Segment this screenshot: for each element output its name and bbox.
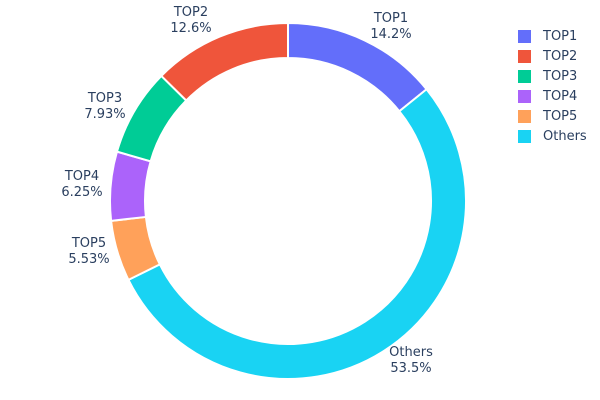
- legend-item-others[interactable]: Others: [518, 126, 587, 146]
- pie-slice-top2[interactable]: [160, 22, 289, 102]
- slice-label-name: TOP3: [87, 91, 123, 106]
- legend-item-top1[interactable]: TOP1: [518, 26, 587, 46]
- slice-label-percent: 6.25%: [61, 185, 103, 200]
- slice-label-top3: TOP3 7.93%: [84, 91, 125, 123]
- legend-item-top4[interactable]: TOP4: [518, 86, 587, 106]
- slice-label-name: TOP1: [373, 11, 409, 26]
- pie-slice-top4[interactable]: [109, 150, 152, 222]
- legend-label: TOP5: [543, 108, 578, 124]
- legend-item-top3[interactable]: TOP3: [518, 66, 587, 86]
- legend-label: Others: [543, 128, 587, 144]
- slice-label-name: Others: [389, 345, 433, 360]
- legend-swatch-icon: [518, 49, 531, 63]
- slice-label-percent: 7.93%: [84, 107, 126, 122]
- slice-label-name: TOP5: [71, 236, 107, 251]
- legend-swatch-icon: [518, 109, 531, 123]
- slice-label-top1: TOP1 14.2%: [370, 11, 411, 43]
- slice-label-name: TOP2: [173, 5, 209, 20]
- slice-label-top5: TOP5 5.53%: [68, 236, 109, 268]
- slice-label-top2: TOP2 12.6%: [170, 5, 211, 37]
- slice-label-percent: 5.53%: [68, 252, 110, 267]
- legend-label: TOP2: [543, 48, 578, 64]
- legend-label: TOP1: [543, 28, 578, 44]
- legend-swatch-icon: [518, 129, 531, 143]
- legend-label: TOP4: [543, 88, 578, 104]
- slice-label-percent: 53.5%: [390, 361, 432, 376]
- slice-label-others: Others 53.5%: [389, 345, 433, 377]
- slice-label-top4: TOP4 6.25%: [61, 169, 102, 201]
- legend-item-top2[interactable]: TOP2: [518, 46, 587, 66]
- legend-swatch-icon: [518, 69, 531, 83]
- legend-label: TOP3: [543, 68, 578, 84]
- slice-label-percent: 14.2%: [370, 27, 412, 42]
- slice-label-name: TOP4: [64, 169, 100, 184]
- legend-swatch-icon: [518, 89, 531, 103]
- legend: TOP1 TOP2 TOP3 TOP4 TOP5 Others: [518, 26, 587, 146]
- slice-label-percent: 12.6%: [170, 21, 212, 36]
- legend-swatch-icon: [518, 29, 531, 43]
- pie-slice-others[interactable]: [127, 88, 467, 380]
- legend-item-top5[interactable]: TOP5: [518, 106, 587, 126]
